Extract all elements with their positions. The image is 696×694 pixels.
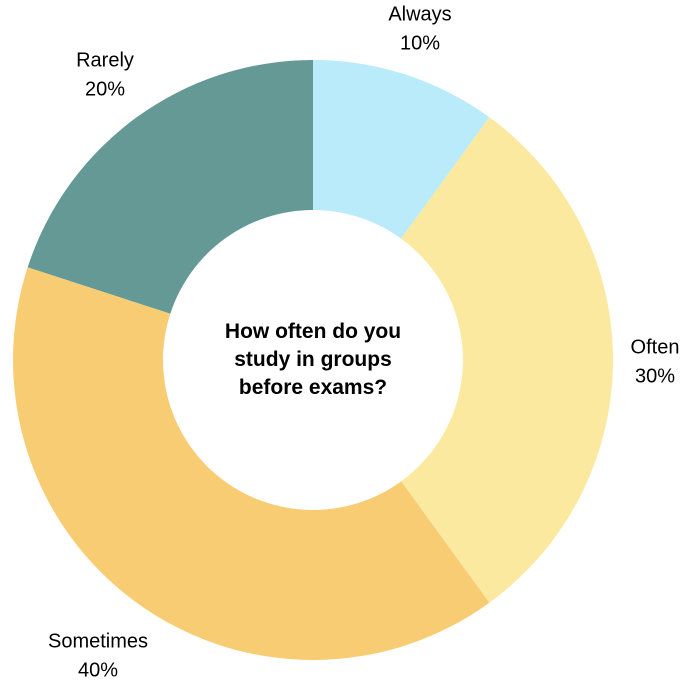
donut-slice <box>27 60 313 314</box>
slice-label: Rarely <box>76 49 134 71</box>
slice-value-label: 40% <box>78 659 118 681</box>
slice-label: Always <box>388 3 451 25</box>
chart-title: How often do you study in groups before … <box>224 320 402 399</box>
donut-slice <box>401 117 614 603</box>
slice-label: Often <box>631 336 680 358</box>
slice-label: Sometimes <box>48 630 148 652</box>
slice-value-label: 20% <box>85 78 125 100</box>
slice-value-label: 10% <box>400 32 440 54</box>
slice-value-label: 30% <box>635 365 675 387</box>
donut-slice <box>12 267 490 660</box>
donut-slice <box>313 60 490 239</box>
